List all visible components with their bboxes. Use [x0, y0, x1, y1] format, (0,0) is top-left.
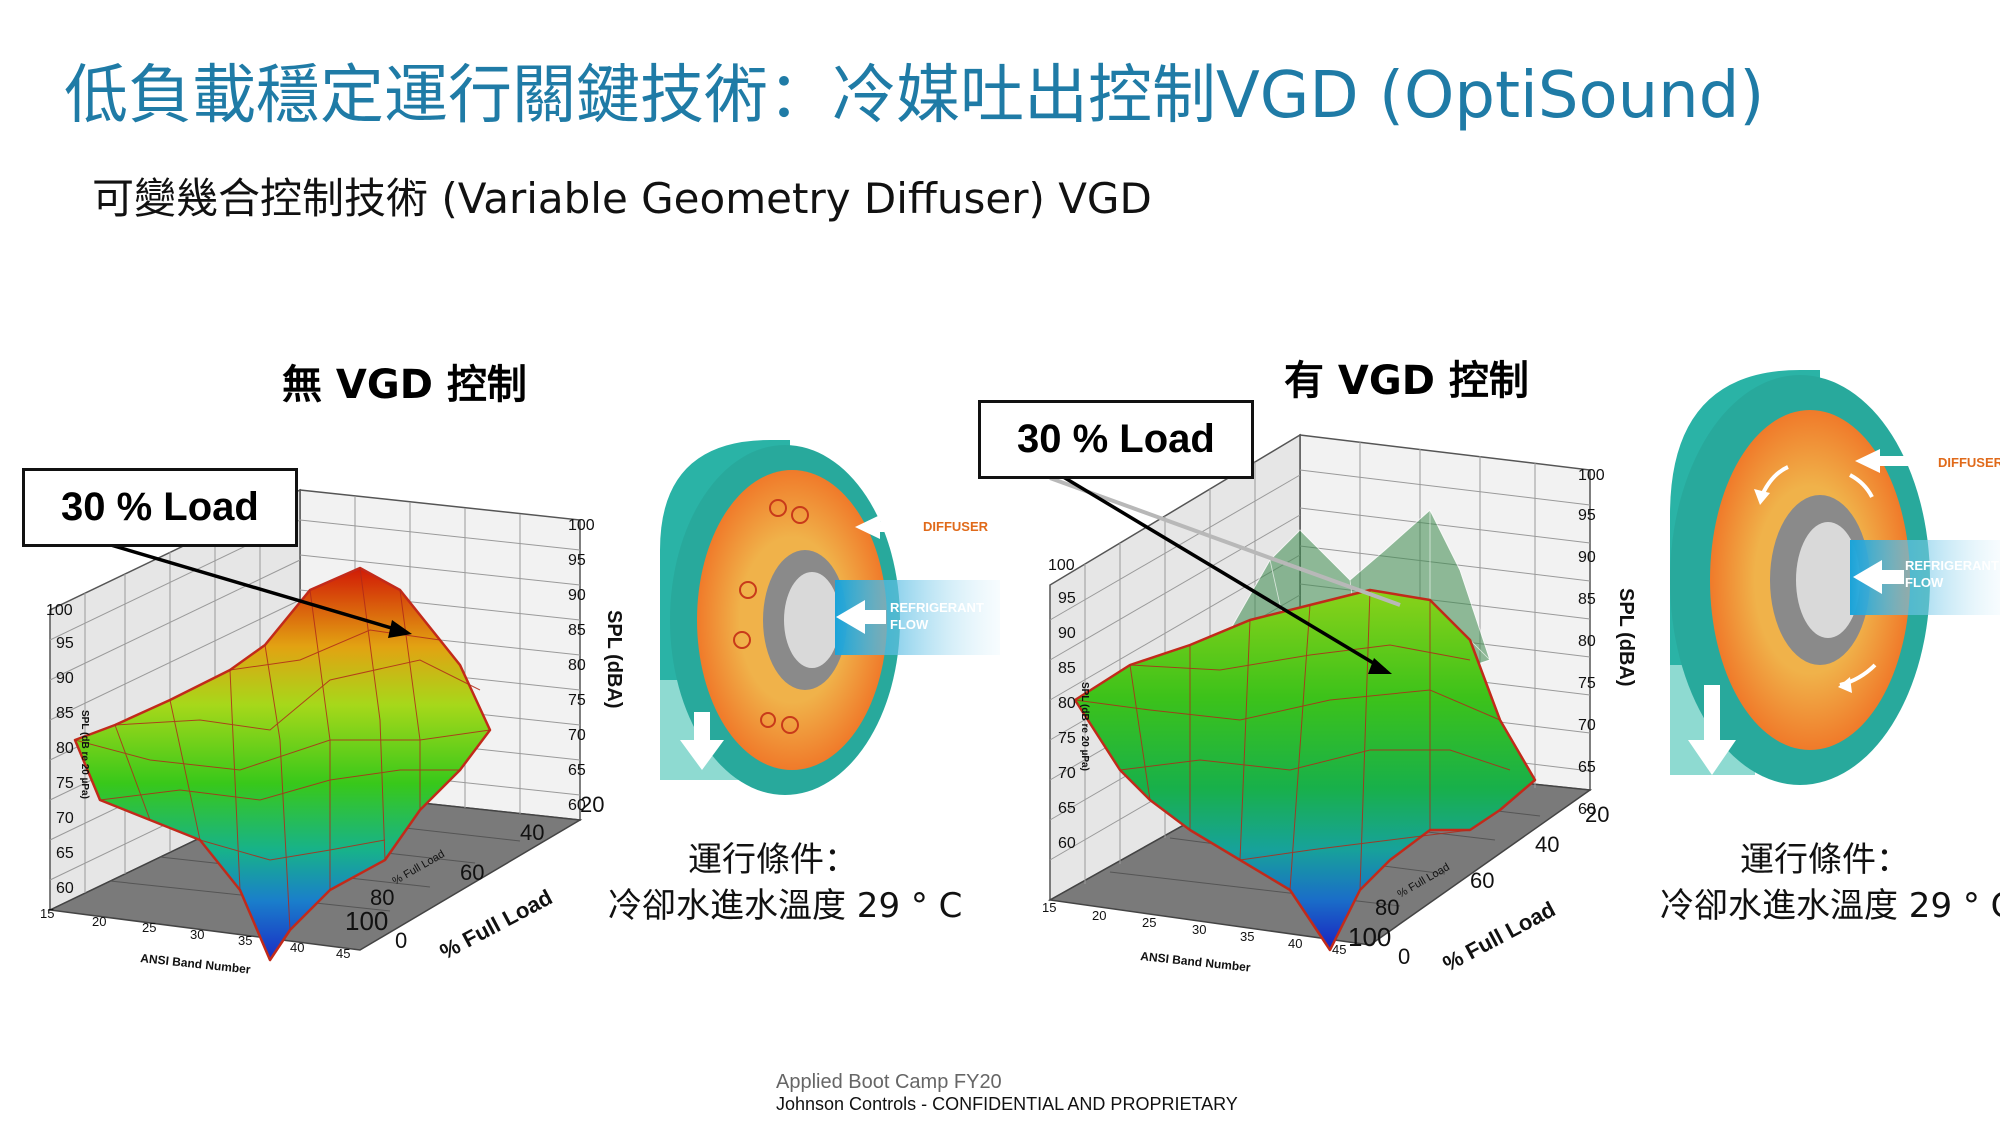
right-condition-line2: 冷卻水進水溫度 29 ° C — [1660, 885, 2000, 926]
svg-text:70: 70 — [1578, 717, 1596, 734]
svg-text:30: 30 — [190, 927, 204, 942]
right-condition: 運行條件： 冷卻水進水溫度 29 ° C — [1660, 838, 2000, 930]
right-z-axis-small-label: SPL (dB re 20 µPa) — [1079, 682, 1090, 771]
svg-text:100: 100 — [46, 602, 73, 619]
svg-text:35: 35 — [238, 933, 252, 948]
right-y-axis-label: % Full Load — [1439, 896, 1560, 976]
svg-text:95: 95 — [568, 552, 586, 569]
svg-text:40: 40 — [290, 940, 304, 955]
left-flow-label-2: FLOW — [890, 617, 929, 632]
svg-text:95: 95 — [1058, 590, 1076, 607]
svg-text:100: 100 — [1348, 922, 1391, 952]
left-z-axis-label: SPL (dBA) — [603, 610, 625, 709]
svg-text:90: 90 — [568, 587, 586, 604]
svg-text:85: 85 — [1578, 591, 1596, 608]
svg-text:65: 65 — [568, 762, 586, 779]
svg-text:100: 100 — [345, 906, 388, 936]
left-load-pointer — [59, 528, 406, 634]
svg-text:25: 25 — [1142, 915, 1156, 930]
svg-text:25: 25 — [142, 920, 156, 935]
svg-text:40: 40 — [1288, 936, 1302, 951]
svg-text:20: 20 — [92, 914, 106, 929]
svg-text:35: 35 — [1240, 929, 1254, 944]
svg-text:85: 85 — [568, 622, 586, 639]
left-load-callout: 30 % Load — [22, 468, 298, 547]
svg-text:80: 80 — [56, 740, 74, 757]
left-condition: 運行條件： 冷卻水進水溫度 29 ° C — [608, 838, 963, 930]
svg-text:70: 70 — [568, 727, 586, 744]
svg-text:80: 80 — [1058, 695, 1076, 712]
svg-text:45: 45 — [336, 946, 350, 961]
svg-text:60: 60 — [56, 880, 74, 897]
svg-text:40: 40 — [1535, 832, 1559, 857]
right-panel-heading: 有 VGD 控制 — [1284, 358, 1529, 404]
left-z-axis-small-label: SPL (dB re 20 µPa) — [79, 710, 90, 799]
right-x-axis-label: ANSI Band Number — [1140, 949, 1252, 975]
right-surface-chart: 100 95 90 85 80 75 70 65 60 100 95 90 85 80 75 70 6… — [1042, 433, 1637, 976]
svg-text:65: 65 — [1058, 800, 1076, 817]
svg-text:60: 60 — [1058, 835, 1076, 852]
svg-text:15: 15 — [1042, 900, 1056, 915]
svg-text:65: 65 — [1578, 759, 1596, 776]
left-panel-heading: 無 VGD 控制 — [282, 362, 527, 408]
svg-text:75: 75 — [568, 692, 586, 709]
svg-text:70: 70 — [56, 810, 74, 827]
svg-text:0: 0 — [1398, 944, 1410, 969]
svg-text:40: 40 — [520, 820, 544, 845]
right-flow-label-2: FLOW — [1905, 575, 1944, 590]
left-condition-line1: 運行條件： — [688, 840, 858, 880]
page-title: 低負載穩定運行關鍵技術：冷媒吐出控制VGD (OptiSound) — [64, 59, 1765, 133]
svg-text:90: 90 — [56, 670, 74, 687]
page-subtitle: 可變幾合控制技術 (Variable Geometry Diffuser) VG… — [92, 174, 1152, 223]
svg-text:30: 30 — [1192, 922, 1206, 937]
left-y-axis-label: % Full Load — [436, 884, 557, 964]
svg-text:75: 75 — [1058, 730, 1076, 747]
svg-text:60: 60 — [1578, 801, 1596, 818]
right-vgd-diagram: DIFFUSER REFRIGERANT FLOW — [1670, 370, 2000, 785]
left-surface-chart: 100 95 90 85 80 75 70 65 60 100 95 90 85 80 75 70 6… — [40, 488, 625, 977]
svg-text:60: 60 — [1470, 868, 1494, 893]
right-z-axis-label: SPL (dBA) — [1615, 588, 1637, 687]
svg-text:75: 75 — [56, 775, 74, 792]
right-condition-line1: 運行條件： — [1740, 840, 1910, 880]
svg-text:90: 90 — [1578, 549, 1596, 566]
svg-text:20: 20 — [1585, 802, 1609, 827]
right-flow-label-1: REFRIGERANT — [1905, 558, 1999, 573]
svg-text:80: 80 — [370, 885, 394, 910]
svg-text:45: 45 — [1332, 942, 1346, 957]
left-x-axis-label: ANSI Band Number — [140, 951, 252, 977]
svg-text:100: 100 — [1048, 557, 1075, 574]
svg-text:20: 20 — [1092, 908, 1106, 923]
svg-text:100: 100 — [1578, 467, 1605, 484]
svg-text:60: 60 — [568, 797, 586, 814]
footer-line1: Applied Boot Camp FY20 — [776, 1071, 1002, 1093]
right-diffuser-label: DIFFUSER — [1938, 455, 2000, 470]
right-ghost-pointer — [1049, 476, 1401, 607]
left-vgd-diagram: DIFFUSER REFRIGERANT FLOW — [660, 440, 1000, 795]
svg-text:70: 70 — [1058, 765, 1076, 782]
svg-text:80: 80 — [1375, 895, 1399, 920]
svg-text:20: 20 — [580, 792, 604, 817]
svg-text:75: 75 — [1578, 675, 1596, 692]
footer: Applied Boot Camp FY20 Johnson Controls … — [776, 1070, 1238, 1116]
right-load-callout: 30 % Load — [978, 400, 1254, 479]
svg-text:0: 0 — [395, 928, 407, 953]
svg-text:95: 95 — [1578, 507, 1596, 524]
left-condition-line2: 冷卻水進水溫度 29 ° C — [608, 885, 963, 926]
right-load-pointer — [1054, 470, 1386, 672]
svg-text:85: 85 — [56, 705, 74, 722]
svg-text:80: 80 — [568, 657, 586, 674]
svg-text:95: 95 — [56, 635, 74, 652]
svg-text:80: 80 — [1578, 633, 1596, 650]
svg-text:15: 15 — [40, 906, 54, 921]
svg-text:60: 60 — [460, 860, 484, 885]
svg-text:90: 90 — [1058, 625, 1076, 642]
left-diffuser-label: DIFFUSER — [923, 519, 989, 534]
svg-text:100: 100 — [568, 517, 595, 534]
footer-line2: Johnson Controls - CONFIDENTIAL AND PROP… — [776, 1094, 1238, 1114]
svg-text:85: 85 — [1058, 660, 1076, 677]
left-flow-label-1: REFRIGERANT — [890, 600, 984, 615]
svg-text:65: 65 — [56, 845, 74, 862]
